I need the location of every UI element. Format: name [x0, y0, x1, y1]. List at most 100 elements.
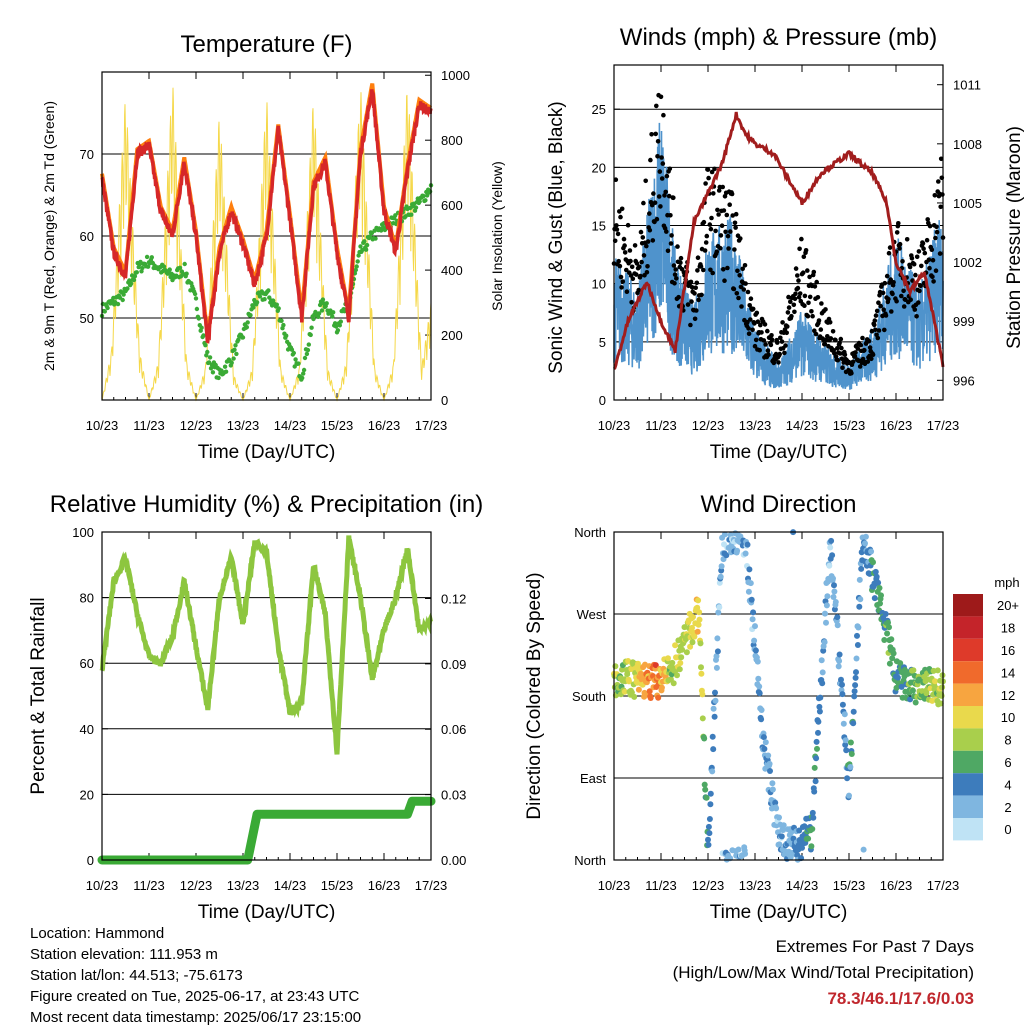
x-tick-label: 10/23: [598, 878, 631, 893]
dewpoint-point: [417, 199, 422, 204]
direction-point: [907, 696, 914, 703]
gust-point: [894, 298, 899, 304]
direction-point: [890, 650, 897, 657]
dewpoint-point: [320, 297, 326, 302]
dewpoint-point: [331, 310, 336, 315]
gust-point: [708, 267, 713, 273]
gust-point: [899, 293, 904, 299]
direction-point: [694, 628, 701, 635]
y-axis-label: Sonic Wind & Gust (Blue, Black): [546, 101, 567, 373]
y-right-tick-label: 0.12: [441, 591, 466, 606]
gust-point: [672, 281, 677, 286]
gust-point: [745, 289, 751, 295]
gust-point: [797, 291, 803, 296]
gust-point: [746, 331, 752, 337]
x-tick-label: 16/23: [880, 878, 913, 893]
gust-point: [703, 240, 709, 245]
gust-point: [667, 166, 673, 172]
gust-point: [695, 268, 700, 273]
station-location: Location: Hammond: [30, 925, 165, 942]
gust-point: [917, 288, 922, 294]
gust-point: [908, 297, 913, 303]
dewpoint-point: [305, 347, 311, 353]
direction-point: [756, 683, 763, 690]
dewpoint-point: [205, 349, 210, 355]
dewpoint-point: [115, 301, 121, 307]
x-tick-label: 17/23: [415, 418, 448, 433]
gust-point: [721, 267, 726, 272]
direction-point: [690, 614, 696, 620]
colorbar-swatch: [953, 638, 983, 662]
gust-point: [647, 211, 652, 216]
dewpoint-point: [373, 236, 378, 241]
colorbar-swatch: [953, 728, 983, 751]
direction-point: [776, 814, 782, 821]
gust-point: [862, 347, 867, 353]
direction-point: [912, 699, 919, 706]
gust-point: [669, 233, 674, 238]
direction-point: [780, 822, 787, 829]
gust-point: [878, 303, 883, 309]
direction-point: [909, 687, 916, 694]
gust-point: [709, 215, 714, 221]
gust-point: [637, 264, 642, 270]
y-tick-label: 80: [80, 591, 94, 606]
x-tick-label: 16/23: [368, 418, 401, 433]
direction-point: [854, 632, 860, 639]
gust-point: [837, 340, 842, 346]
direction-point: [744, 541, 751, 548]
direction-point: [839, 691, 846, 698]
direction-point: [850, 720, 857, 727]
direction-point: [701, 735, 708, 742]
station-elevation: Station elevation: 111.953 m: [30, 946, 218, 963]
x-tick-label: 15/23: [833, 878, 866, 893]
extremes-values: 78.3/46.1/17.6/0.03: [827, 989, 974, 1008]
direction-point: [769, 780, 776, 787]
direction-point: [773, 805, 780, 812]
direction-point: [717, 573, 724, 580]
x-tick-label: 14/23: [786, 418, 819, 433]
panel-direction: Wind Direction North East South West North 10/…: [524, 491, 1020, 923]
dewpoint-point: [382, 227, 388, 233]
gust-point: [742, 263, 748, 268]
gust-point: [732, 247, 737, 252]
gust-point: [930, 274, 935, 280]
gust-point: [655, 139, 661, 144]
x-tick-label: 12/23: [180, 878, 213, 893]
dewpoint-point: [121, 292, 126, 297]
gust-point: [789, 313, 794, 319]
direction-point: [702, 786, 709, 793]
direction-point: [707, 790, 714, 797]
direction-point: [735, 846, 742, 853]
dewpoint-point: [223, 369, 229, 374]
gust-point: [842, 352, 848, 358]
direction-point: [824, 593, 831, 600]
gust-point: [884, 273, 890, 279]
gust-point: [750, 327, 755, 333]
gust-point: [911, 261, 917, 267]
gust-point: [795, 273, 800, 278]
dewpoint-point: [105, 305, 110, 311]
direction-point: [873, 573, 880, 580]
y-right-tick-label: 200: [441, 328, 463, 343]
dewpoint-point: [210, 370, 216, 375]
direction-point: [635, 686, 642, 693]
gust-point: [629, 300, 634, 305]
gust-point: [725, 265, 730, 271]
gust-point: [830, 329, 836, 334]
dewpoint-point: [262, 297, 267, 302]
dewpoint-point: [149, 255, 154, 260]
gust-point: [869, 328, 875, 334]
dewpoint-point: [276, 306, 281, 311]
gust-point: [805, 268, 810, 273]
direction-point: [840, 720, 847, 727]
direction-point: [809, 826, 816, 832]
dewpoint-point: [134, 270, 139, 275]
gust-point: [702, 248, 708, 253]
colorbar-swatch: [953, 750, 983, 774]
gust-point: [887, 245, 893, 250]
dewpoint-point: [204, 353, 209, 358]
gust-point: [733, 211, 739, 217]
gust-point: [641, 200, 646, 206]
direction-point: [886, 660, 893, 667]
